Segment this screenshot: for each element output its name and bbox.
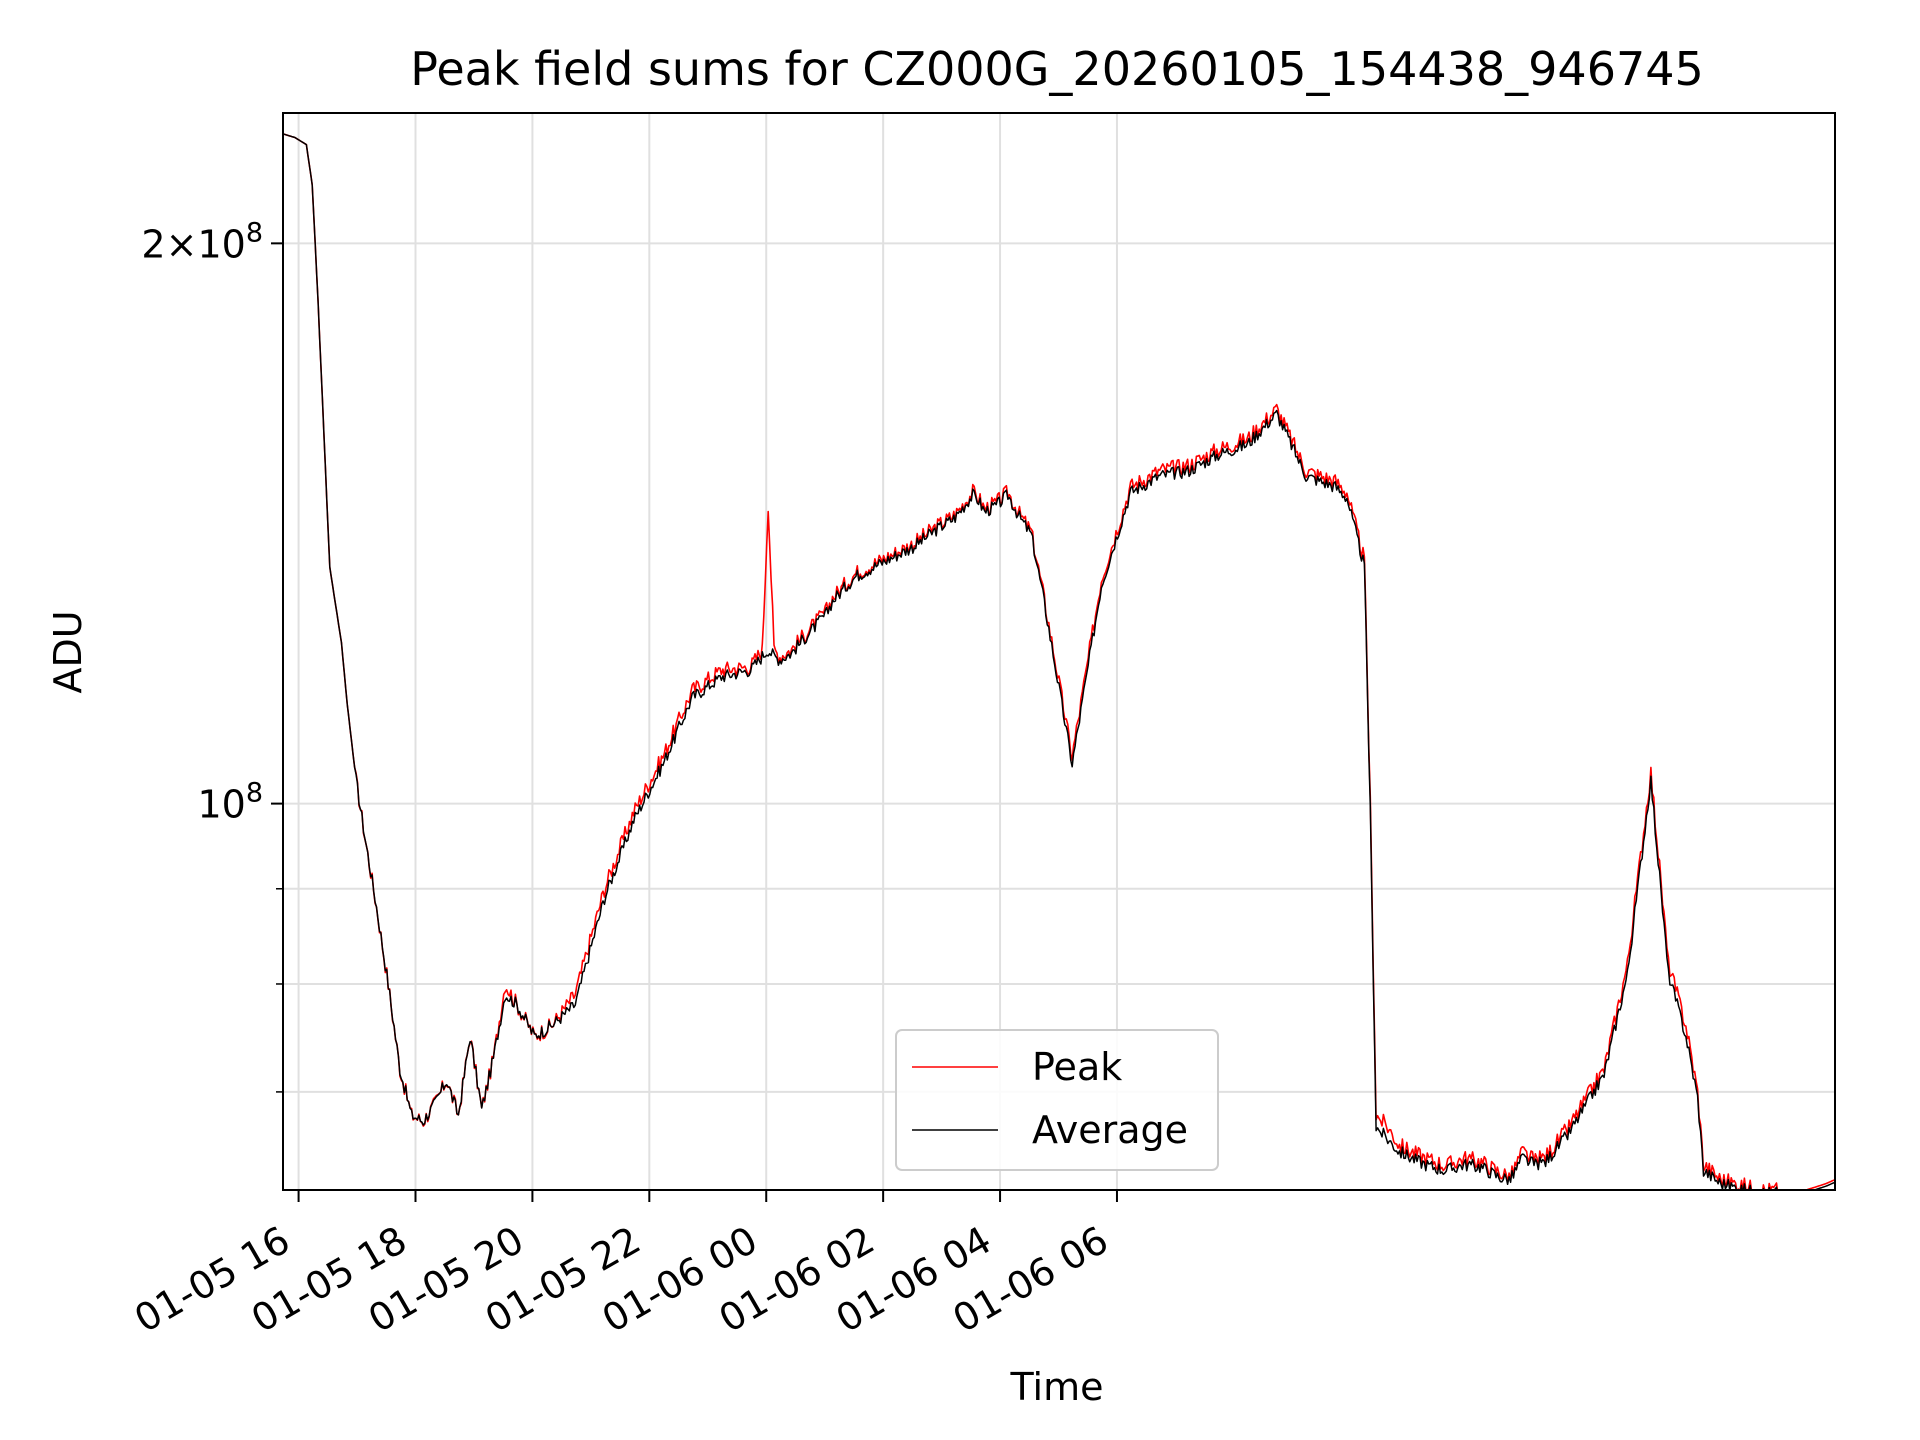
series-line-average	[283, 133, 1835, 1190]
legend: Peak Average	[895, 1029, 1219, 1171]
plot-frame	[282, 112, 1836, 1191]
y-axis: 108 2×108	[141, 217, 283, 1093]
series-line-peak	[283, 133, 1835, 1190]
chart-title: Peak field sums for CZ000G_20260105_1544…	[410, 42, 1704, 96]
grid	[283, 113, 1835, 1190]
plot-series	[283, 133, 1835, 1190]
x-axis-label: Time	[1010, 1365, 1104, 1409]
y-axis-label: ADU	[46, 610, 90, 693]
y-tick-label: 2×108	[141, 217, 263, 266]
legend-box	[895, 1029, 1219, 1171]
y-tick-label: 108	[197, 778, 263, 827]
legend-label-average: Average	[1032, 1108, 1188, 1152]
legend-label-peak: Peak	[1032, 1045, 1122, 1089]
